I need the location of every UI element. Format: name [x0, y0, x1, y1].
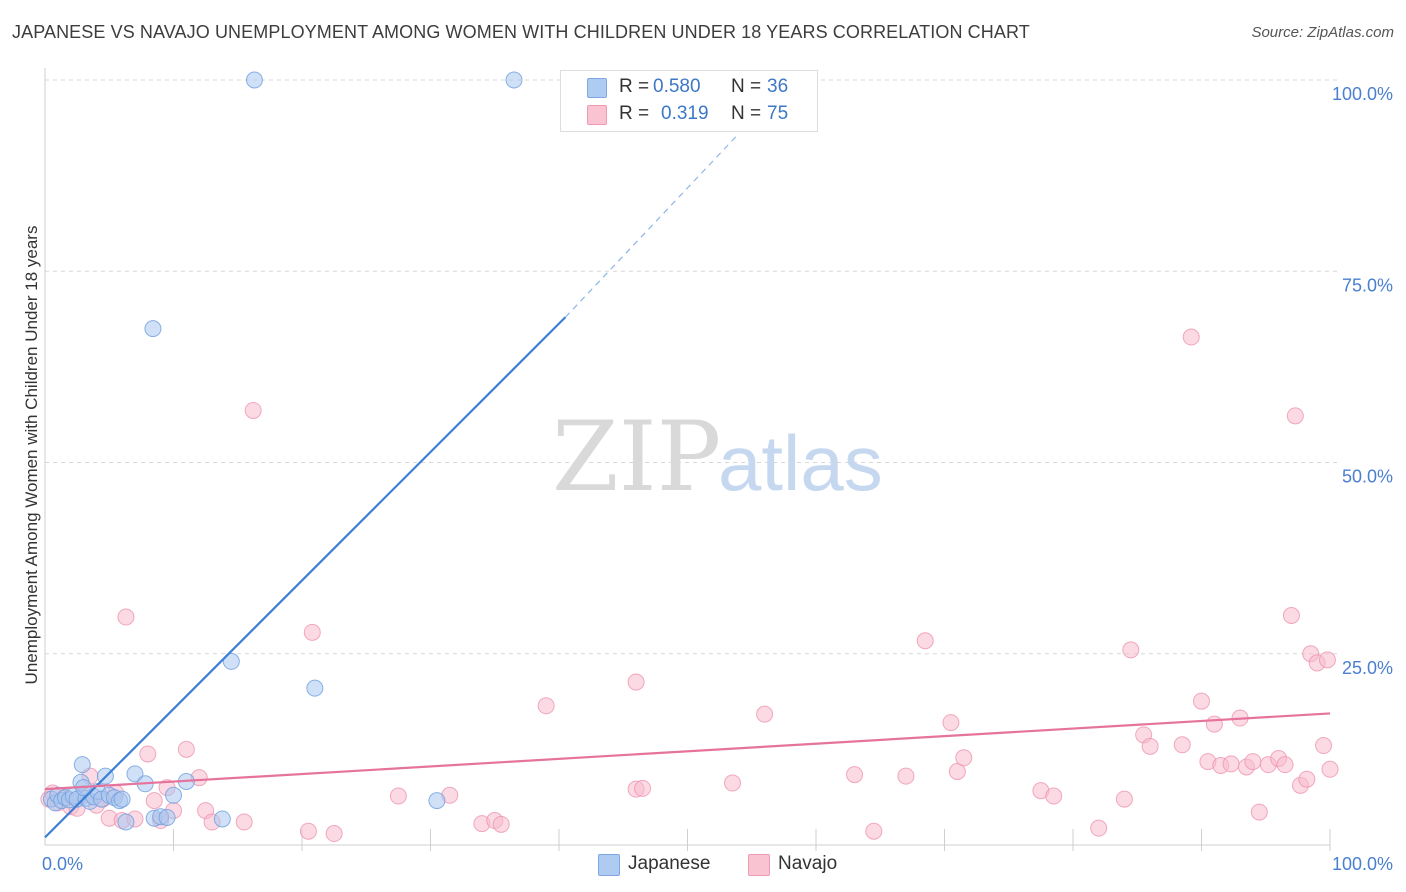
japanese-point-19[interactable]: [117, 813, 135, 831]
navajo-point-16[interactable]: [145, 792, 163, 810]
japanese-swatch: [587, 78, 607, 98]
navajo-point-57[interactable]: [1205, 715, 1223, 733]
r-value: 0.580: [653, 76, 701, 97]
legend-swatch-navajo: [748, 854, 770, 876]
trend-lines: [44, 133, 1331, 839]
n-value: 36: [767, 76, 789, 97]
navajo-point-43[interactable]: [916, 632, 934, 650]
japanese-points: [42, 71, 523, 831]
axes: [44, 68, 1331, 851]
legend-swatch-japanese: [598, 854, 620, 876]
r-label: R =: [619, 76, 650, 97]
navajo-point-39[interactable]: [756, 705, 774, 723]
watermark-atlas: atlas: [718, 419, 883, 507]
navajo-point-33[interactable]: [492, 815, 510, 833]
navajo-point-55[interactable]: [1193, 692, 1210, 710]
japanese-point-24[interactable]: [158, 808, 176, 826]
navajo-point-74[interactable]: [1286, 407, 1304, 425]
tick-labels: 25.0% 50.0% 75.0% 100.0% 0.0% 100.0%: [42, 84, 1393, 874]
stats-row-japanese: R = 0.580 N = 36: [561, 74, 817, 100]
navajo-point-38[interactable]: [723, 774, 741, 792]
navajo-point-59[interactable]: [1222, 755, 1240, 773]
n-value: 75: [767, 103, 789, 124]
japanese-point-9[interactable]: [73, 756, 91, 774]
japanese-point-30[interactable]: [306, 679, 324, 697]
y-axis-label: Unemployment Among Women with Children U…: [22, 226, 41, 685]
navajo-point-36[interactable]: [634, 779, 652, 797]
navajo-point-73[interactable]: [1321, 760, 1339, 778]
stats-box: R = 0.580 N = 36 R = 0.319 N = 75: [560, 70, 818, 132]
navajo-point-34[interactable]: [537, 697, 555, 715]
navajo-point-69[interactable]: [1298, 770, 1316, 788]
chart-title: JAPANESE VS NAVAJO UNEMPLOYMENT AMONG WO…: [12, 22, 1030, 42]
navajo-point-28[interactable]: [325, 825, 343, 843]
x-tick-label-1: 100.0%: [1332, 854, 1393, 874]
navajo-point-13[interactable]: [117, 608, 135, 626]
navajo-point-53[interactable]: [1141, 737, 1159, 755]
r-value: 0.319: [661, 103, 709, 124]
navajo-point-41[interactable]: [865, 822, 883, 840]
legend-label-navajo: Navajo: [778, 853, 838, 874]
navajo-point-29[interactable]: [389, 787, 407, 805]
navajo-point-76[interactable]: [1318, 651, 1336, 669]
navajo-point-54[interactable]: [1173, 736, 1191, 754]
y-tick-label-2: 75.0%: [1342, 275, 1393, 295]
navajo-point-27[interactable]: [303, 623, 321, 641]
japanese-point-28[interactable]: [222, 652, 240, 670]
navajo-point-15[interactable]: [139, 745, 157, 763]
x-tick-label-0: 0.0%: [42, 854, 83, 874]
navajo-point-62[interactable]: [1244, 753, 1262, 771]
navajo-trend-line: [44, 712, 1331, 791]
navajo-point-37[interactable]: [627, 673, 645, 691]
watermark: ZIP atlas: [552, 401, 883, 513]
n-label: N =: [731, 103, 762, 124]
y-tick-label-1: 50.0%: [1342, 467, 1393, 487]
source-label: Source: ZipAtlas.com: [1251, 24, 1394, 41]
navajo-swatch: [587, 105, 607, 125]
n-label: N =: [731, 76, 762, 97]
navajo-point-51[interactable]: [1122, 641, 1140, 659]
navajo-point-67[interactable]: [1282, 607, 1300, 624]
navajo-point-75[interactable]: [1182, 328, 1200, 346]
navajo-point-45[interactable]: [948, 763, 966, 781]
navajo-point-66[interactable]: [1276, 756, 1294, 774]
navajo-point-44[interactable]: [942, 714, 960, 732]
y-tick-label-3: 100.0%: [1332, 84, 1393, 104]
legend-label-japanese: Japanese: [628, 853, 711, 874]
japanese-point-25[interactable]: [165, 786, 182, 804]
y-tick-label-0: 25.0%: [1342, 658, 1393, 678]
navajo-point-49[interactable]: [1090, 819, 1108, 837]
navajo-point-46[interactable]: [955, 749, 973, 767]
japanese-point-27[interactable]: [213, 810, 231, 828]
navajo-point-42[interactable]: [897, 767, 915, 785]
watermark-zip: ZIP: [552, 401, 721, 513]
navajo-point-72[interactable]: [1315, 737, 1333, 755]
navajo-point-24[interactable]: [235, 813, 253, 831]
navajo-point-50[interactable]: [1115, 790, 1133, 808]
japanese-point-20[interactable]: [126, 765, 144, 783]
grid-lines: [45, 79, 1340, 655]
japanese-trend-extension: [564, 133, 740, 318]
japanese-point-32[interactable]: [505, 71, 523, 89]
japanese-trend-line: [44, 316, 567, 839]
japanese-point-29[interactable]: [245, 71, 263, 89]
navajo-point-26[interactable]: [299, 822, 317, 840]
navajo-points: [40, 328, 1339, 843]
navajo-point-25[interactable]: [244, 401, 262, 419]
navajo-point-40[interactable]: [846, 766, 864, 784]
navajo-point-20[interactable]: [177, 740, 195, 758]
japanese-point-31[interactable]: [428, 792, 446, 810]
navajo-point-63[interactable]: [1250, 803, 1268, 821]
stats-row-navajo: R = 0.319 N = 75: [561, 101, 817, 127]
japanese-point-33[interactable]: [144, 320, 162, 338]
japanese-point-35[interactable]: [113, 790, 131, 808]
r-label: R =: [619, 103, 650, 124]
navajo-point-48[interactable]: [1045, 787, 1063, 805]
